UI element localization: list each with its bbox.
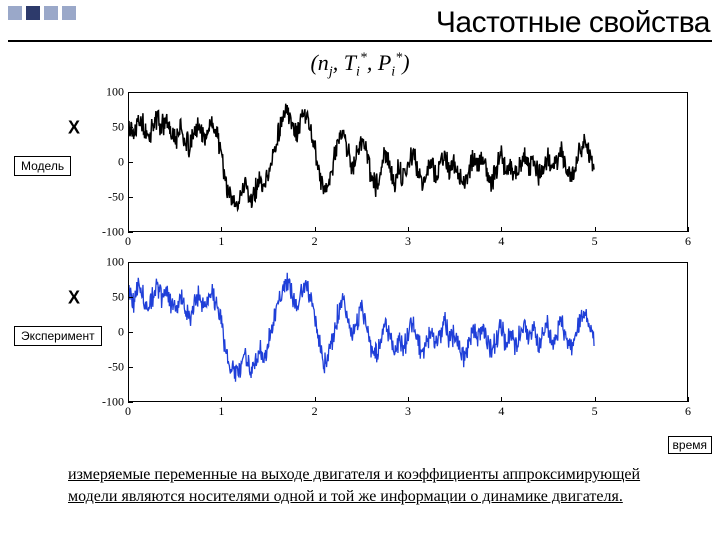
plot-box-top bbox=[128, 92, 688, 232]
xtick-label: 6 bbox=[685, 404, 691, 419]
xtick-label: 1 bbox=[218, 404, 224, 419]
ytick-label: -50 bbox=[108, 190, 124, 205]
xtick-label: 1 bbox=[218, 234, 224, 249]
axis-label-top: X bbox=[68, 118, 80, 139]
ytick-label: 100 bbox=[106, 255, 124, 270]
side-label-model: Модель bbox=[14, 156, 71, 176]
formula: (nj, Ti*, Pi*) bbox=[8, 50, 712, 80]
ytick-label: -100 bbox=[102, 225, 124, 240]
axis-label-bottom: X bbox=[68, 288, 80, 309]
ytick-label: 0 bbox=[118, 155, 124, 170]
time-axis-label: время bbox=[668, 436, 712, 454]
xtick-label: 0 bbox=[125, 404, 131, 419]
xtick-label: 5 bbox=[592, 234, 598, 249]
plot-box-bottom bbox=[128, 262, 688, 402]
side-label-experiment: Эксперимент bbox=[14, 326, 102, 346]
xtick-label: 6 bbox=[685, 234, 691, 249]
xtick-label: 4 bbox=[498, 404, 504, 419]
panel-experiment: X Эксперимент -100 -50 0 50 100 0 1 2 3 4 5 6 bbox=[8, 254, 708, 424]
page-title: Частотные свойства bbox=[8, 6, 712, 40]
ytick-label: 100 bbox=[106, 85, 124, 100]
xtick-label: 5 bbox=[592, 404, 598, 419]
ytick-label: 50 bbox=[112, 120, 124, 135]
xtick-label: 2 bbox=[312, 234, 318, 249]
title-bar: Частотные свойства bbox=[8, 6, 712, 42]
ytick-label: 0 bbox=[118, 325, 124, 340]
ytick-label: 50 bbox=[112, 290, 124, 305]
bottom-text: измеряемые переменные на выходе двигател… bbox=[68, 464, 682, 507]
ytick-label: -100 bbox=[102, 395, 124, 410]
panel-model: X Модель -100 -50 0 50 100 0 1 2 3 4 5 6 bbox=[8, 84, 708, 254]
ytick-label: -50 bbox=[108, 360, 124, 375]
xtick-label: 3 bbox=[405, 404, 411, 419]
xtick-label: 4 bbox=[498, 234, 504, 249]
signal-top bbox=[129, 93, 687, 231]
xtick-label: 2 bbox=[312, 404, 318, 419]
charts: X Модель -100-500501000123456 X Эксперим… bbox=[8, 84, 708, 424]
xtick-label: 0 bbox=[125, 234, 131, 249]
xtick-label: 3 bbox=[405, 234, 411, 249]
signal-bottom bbox=[129, 263, 687, 401]
